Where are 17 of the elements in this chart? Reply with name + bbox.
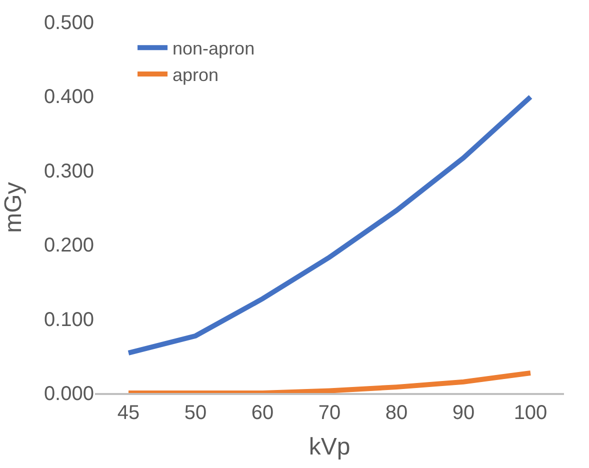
x-tick-label: 50 [184, 402, 207, 424]
y-tick-label: 0.300 [44, 160, 94, 182]
x-tick-label: 60 [251, 402, 274, 424]
x-tick-label: 45 [117, 402, 140, 424]
y-tick-label: 0.500 [44, 12, 94, 34]
y-tick-label: 0.000 [44, 383, 94, 405]
legend-label: apron [172, 65, 219, 86]
y-tick-label: 0.200 [44, 234, 94, 257]
x-tick-label: 90 [452, 402, 475, 424]
x-tick-label: 100 [514, 402, 548, 424]
legend-label: non-apron [172, 38, 255, 59]
y-tick-label: 0.400 [44, 86, 94, 108]
y-axis-title: mGy [0, 182, 28, 233]
x-axis-title: kVp [308, 434, 350, 461]
x-tick-label: 80 [385, 402, 408, 424]
x-tick-label: 70 [318, 402, 341, 424]
y-tick-label: 0.100 [44, 308, 94, 331]
